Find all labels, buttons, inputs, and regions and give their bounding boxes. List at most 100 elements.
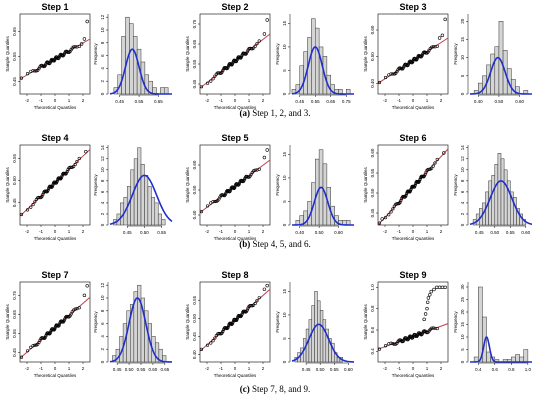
hist-y-tick-label: 8 [100, 309, 105, 312]
histogram-step-3: 0.40 0.50 0.60 0 5 10 15 20 Frequency [453, 14, 532, 104]
hist-x-tick-label: 0.60 [515, 99, 524, 104]
hist-y-tick-label: 4 [100, 67, 105, 70]
hist-x-tick-label: 0.40 [474, 99, 483, 104]
qq-point [391, 207, 395, 211]
qq-y-tick-label: 0.60 [192, 160, 197, 169]
qq-point [228, 188, 233, 192]
qq-point [442, 151, 446, 155]
qq-y-tick-label: 0.45 [12, 348, 17, 357]
qq-x-tick-label: -2 [383, 366, 387, 371]
qq-point [77, 156, 81, 161]
qq-y-label: Sample Quantiles [363, 166, 368, 202]
qq-point [63, 172, 68, 176]
hist-y-tick-label: 15 [282, 288, 287, 294]
hist-y-tick-label: 4 [100, 201, 105, 204]
hist-bar [319, 309, 324, 363]
hist-y-tick-label: 5 [282, 337, 287, 340]
qq-title: Step 6 [399, 133, 426, 143]
hist-y-tick-label: 0 [100, 92, 105, 95]
hist-y-tick-label: 25 [460, 297, 465, 303]
hist-x-tick-label: 0.50 [490, 230, 499, 235]
qq-point [42, 336, 47, 340]
hist-x-tick-label: 0.55 [135, 99, 144, 104]
qq-y-tick-label: 0.45 [370, 208, 375, 217]
qq-point [53, 325, 57, 330]
hist-y-tick-label: 2 [100, 79, 105, 82]
hist-bar [490, 53, 496, 95]
qq-point [419, 333, 423, 337]
hist-density-curve [469, 180, 533, 226]
hist-bar [523, 349, 529, 363]
qq-x-label: Theoretical Quantiles [392, 236, 435, 241]
hist-bar [137, 284, 142, 363]
qq-x-tick-label: -1 [219, 229, 223, 234]
qq-point [33, 69, 37, 73]
hist-bar [160, 87, 165, 95]
qq-y-tick-label: 0.65 [12, 310, 17, 319]
qq-point [389, 210, 393, 214]
qq-point [29, 205, 33, 209]
qq-point [389, 72, 393, 76]
qq-point [443, 17, 447, 22]
qq-y-tick-label: 0.50 [192, 313, 197, 322]
qq-point [413, 183, 417, 188]
qq-point [426, 300, 430, 304]
qq-point [205, 204, 210, 208]
hist-x-tick-label: 0.50 [495, 99, 504, 104]
qq-y-tick-label: 0.45 [192, 332, 197, 341]
qq-x-tick-label: -2 [383, 98, 387, 103]
qq-y-tick-label: 0.75 [12, 290, 17, 299]
hist-x-tick-label: 0.6 [492, 367, 499, 372]
qq-point [430, 45, 434, 49]
hist-y-label: Frequency [275, 311, 280, 333]
qq-point [233, 185, 237, 190]
hist-x-tick-label: 0.55 [311, 99, 320, 104]
hist-y-tick-label: 15 [282, 20, 287, 26]
hist-y-tick-label: 10 [282, 175, 287, 181]
qq-y-tick-label: 0.55 [192, 295, 197, 304]
histogram-step-2: 0.45 0.55 0.65 0.75 0 5 10 15 Frequency [275, 14, 354, 104]
qq-point [211, 77, 215, 81]
qq-y-tick-label: 0.75 [192, 19, 197, 28]
qq-point [211, 339, 215, 343]
qq-point [213, 199, 217, 204]
qq-point [213, 336, 217, 340]
qq-point [252, 169, 256, 173]
qq-y-tick-label: 0.55 [12, 153, 17, 162]
qq-y-tick-label: 0.50 [370, 52, 375, 61]
qq-point [239, 314, 243, 318]
qq-point [430, 326, 434, 330]
qq-y-label: Sample Quantiles [363, 35, 368, 71]
qq-title: Step 9 [399, 270, 426, 280]
qq-y-tick-label: 0.65 [12, 27, 17, 36]
qq-y-tick-label: 0.45 [12, 77, 17, 86]
qq-point [257, 39, 261, 43]
qq-point [377, 347, 382, 351]
hist-x-tick-label: 0.60 [149, 367, 158, 372]
qq-point [433, 161, 437, 165]
qq-point [223, 193, 227, 197]
qq-point [383, 216, 388, 220]
hist-y-tick-label: 2 [100, 347, 105, 350]
qq-title: Step 4 [41, 133, 68, 143]
caption-a-label: (a) [239, 108, 251, 118]
qq-point [430, 166, 434, 170]
histogram-step-4: 0.45 0.50 0.55 0 2 4 6 8 10 12 14 Frequency [93, 145, 173, 235]
hist-y-tick-label: 6 [100, 322, 105, 325]
caption-b-label: (b) [239, 239, 251, 249]
hist-bar [133, 36, 138, 95]
qq-y-label: Sample Quantiles [185, 303, 190, 339]
qq-point [427, 167, 431, 171]
qq-point [213, 74, 217, 78]
qq-x-tick-label: 2 [440, 366, 443, 371]
hist-y-tick-label: 8 [100, 41, 105, 44]
hist-y-label: Frequency [275, 43, 280, 65]
qq-point [257, 296, 261, 300]
histogram-step-7: 0.45 0.50 0.55 0.60 0.65 0 2 4 6 8 10 12 Frequency [93, 282, 173, 372]
qq-x-tick-label: 2 [82, 366, 85, 371]
qq-point [265, 148, 269, 152]
qq-point [25, 72, 30, 76]
qq-point [205, 343, 210, 347]
qq-point [66, 167, 70, 172]
qq-x-label: Theoretical Quantiles [34, 105, 77, 110]
